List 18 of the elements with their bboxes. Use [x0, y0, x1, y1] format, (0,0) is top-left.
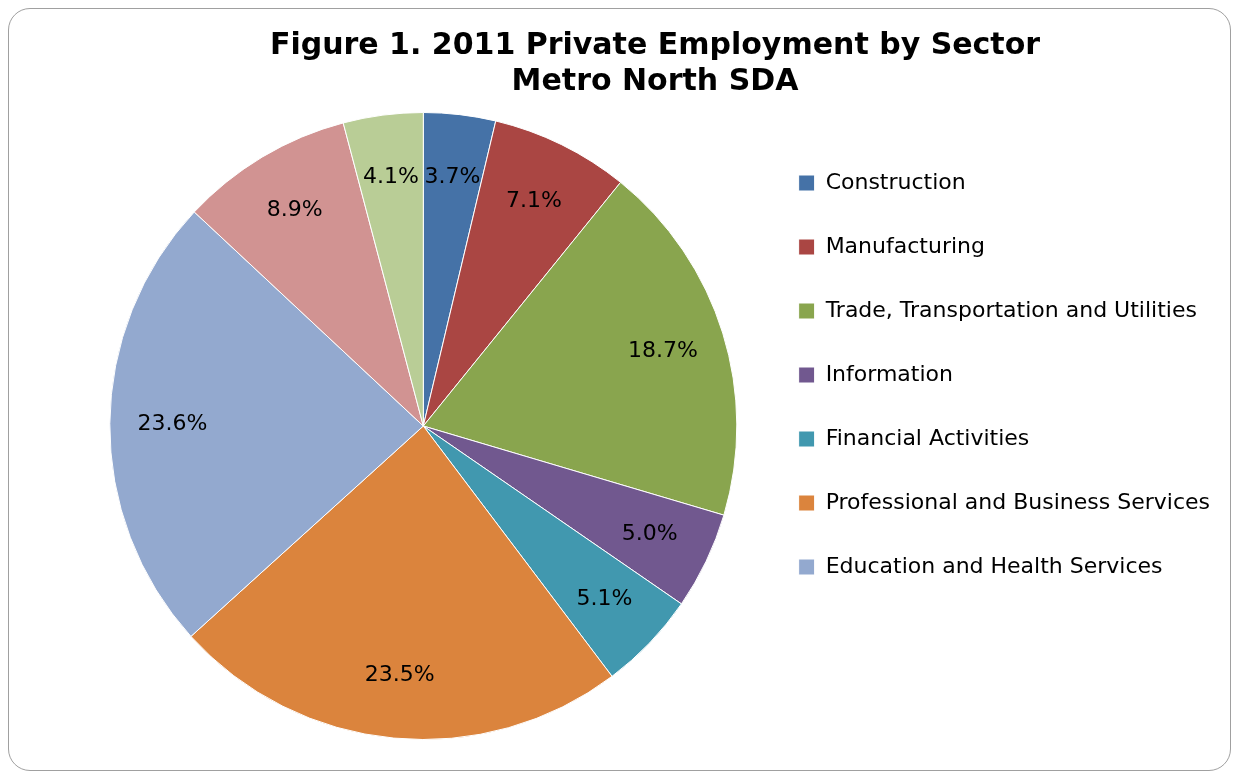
legend-label: Professional and Business Services [825, 488, 1211, 514]
data-label: 7.1% [506, 186, 562, 212]
legend-label: Education and Health Services [825, 552, 1163, 578]
data-label: 3.7% [424, 162, 481, 188]
chart-title: Figure 1. 2011 Private Employment by Sector [269, 25, 1041, 61]
legend-label: Information [825, 360, 953, 386]
data-label: 8.9% [266, 196, 323, 222]
data-label: 4.1% [363, 163, 419, 189]
data-label: 5.1% [576, 585, 633, 611]
chart-subtitle: Metro North SDA [511, 61, 800, 97]
data-label: 23.6% [137, 409, 208, 435]
legend-label: Construction [825, 168, 966, 194]
data-label: 5.0% [621, 519, 678, 545]
data-label: 23.5% [364, 661, 435, 687]
data-label: 18.7% [627, 337, 698, 363]
legend-label: Manufacturing [825, 232, 985, 258]
legend-label: Financial Activities [825, 424, 1030, 450]
legend-label: Trade, Transportation and Utilities [824, 296, 1197, 322]
